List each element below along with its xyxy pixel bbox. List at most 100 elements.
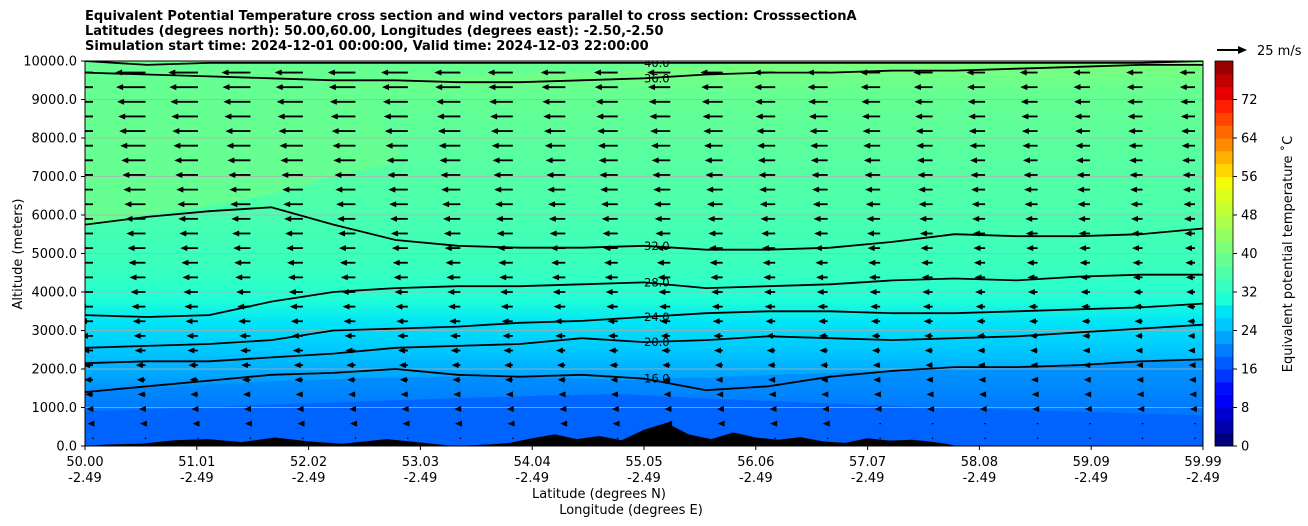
colorbar-tick-label: 16 <box>1241 363 1258 378</box>
wind-vector-head <box>604 274 612 281</box>
wind-vector-head <box>238 318 246 325</box>
x-axis-title-longitude: Longitude (degrees E) <box>559 503 703 518</box>
colorbar-segment <box>1215 253 1233 267</box>
wind-vector-head <box>135 362 143 369</box>
wind-vector-head <box>820 362 827 369</box>
wind-vector-head <box>68 157 75 163</box>
y-tick-label: 3000.0 <box>32 324 78 339</box>
colorbar-label: Equivalent potential temperature ˚C <box>1280 136 1296 372</box>
wind-vector-head <box>437 128 445 135</box>
wind-vector-head <box>863 142 871 149</box>
wind-vector-head <box>1078 230 1086 237</box>
contour-label: 36.0 <box>644 71 670 85</box>
wind-vector-head <box>1019 69 1027 76</box>
wind-vector-head <box>1189 406 1197 413</box>
wind-vector-head <box>234 259 242 266</box>
wind-vector-head <box>822 406 829 413</box>
wind-vector-head <box>439 157 447 164</box>
wind-vector-head <box>1077 201 1085 208</box>
wind-vector-head <box>276 98 284 105</box>
wind-vector-head <box>129 274 137 281</box>
wind-vector-head <box>449 332 457 339</box>
wind-vector-head <box>767 362 775 369</box>
colorbar: 0 8 16 24 32 40 48 56 64 72 <box>1214 60 1258 455</box>
wind-vector-head <box>124 201 132 208</box>
wind-vector-head <box>970 157 977 164</box>
wind-vector-head <box>654 215 662 222</box>
wind-vector-head <box>138 406 146 413</box>
colorbar-segment <box>1215 304 1233 319</box>
x-tick-label-lat: 53.03 <box>402 455 439 470</box>
wind-vector-head <box>559 406 567 413</box>
wind-vector-head <box>435 84 443 91</box>
wind-vector-head <box>496 230 504 237</box>
wind-vector-head <box>389 201 397 208</box>
wind-vector-head <box>490 113 498 120</box>
wind-vector-head <box>759 186 767 193</box>
wind-vector-head <box>337 215 345 222</box>
x-tick-label-lat: 50.00 <box>66 455 103 470</box>
wind-vector-head <box>701 84 709 91</box>
wind-vector-head <box>1136 376 1144 383</box>
wind-vector-head <box>766 347 774 354</box>
colorbar-segment <box>1215 317 1233 331</box>
wind-vector-head <box>975 303 983 310</box>
colorbar-segment <box>1215 202 1233 216</box>
wind-vector-head <box>552 274 559 281</box>
wind-vector-head <box>870 318 878 325</box>
wind-vector <box>1036 437 1039 440</box>
x-tick-label-lat: 57.07 <box>849 455 886 470</box>
wind-vector-head <box>1023 157 1030 164</box>
wind-vector-head <box>190 391 198 398</box>
wind-vector-head <box>70 187 77 193</box>
wind-vector-head <box>494 186 502 193</box>
wind-vector-head <box>499 274 507 281</box>
contour-label: 20.0 <box>644 335 670 349</box>
wind-vector-head <box>187 347 195 354</box>
wind-vector-head <box>664 406 672 413</box>
wind-vector-head <box>540 69 548 76</box>
wind-vector-head <box>600 186 608 193</box>
x-tick-label-lon: -2.49 <box>963 471 997 486</box>
wind-vector-head <box>1129 171 1137 178</box>
wind-vector-head <box>490 128 498 135</box>
wind-vector-head <box>229 186 237 193</box>
wind-vector-head <box>446 274 454 281</box>
wind-vector-head <box>221 69 229 76</box>
wind-vector-head <box>297 420 305 427</box>
wind-vector-head <box>815 259 823 266</box>
wind-vector-head <box>290 318 298 325</box>
wind-vector <box>931 437 934 440</box>
contour-label: 16.0 <box>644 372 670 386</box>
contour-line <box>85 64 1203 84</box>
wind-vector-head <box>864 171 872 178</box>
wind-vector-head <box>553 303 561 310</box>
wind-vector-head <box>447 289 455 295</box>
wind-vector-head <box>709 259 717 266</box>
wind-vector-head <box>390 215 397 222</box>
wind-vector-head <box>807 84 815 91</box>
wind-vector <box>249 437 252 440</box>
colorbar-segment <box>1215 279 1233 293</box>
wind-vector-head <box>175 171 183 178</box>
wind-vector <box>616 437 619 440</box>
wind-vector <box>879 422 881 425</box>
wind-vector-head <box>398 362 406 369</box>
wind-vector-head <box>813 215 821 222</box>
wind-vector-head <box>1073 69 1080 76</box>
title-line-3: Simulation start time: 2024-12-01 00:00:… <box>85 39 649 54</box>
wind-vector-head <box>596 113 604 120</box>
y-tick-label: 10000.0 <box>23 55 77 70</box>
y-axis: 0.0 1000.0 2000.0 3000.0 4000.0 5000.0 6000.0 7… <box>23 55 85 455</box>
wind-vector-head <box>244 420 252 427</box>
wind-vector-head <box>505 376 512 383</box>
wind-vector-head <box>453 391 461 398</box>
wind-vector-head <box>1026 245 1034 252</box>
x-tick-label-lon: -2.49 <box>292 471 326 486</box>
wind-vector-head <box>966 69 974 76</box>
wind-vector <box>1141 437 1144 440</box>
wind-vector-head <box>659 318 667 325</box>
wind-vector-head <box>648 98 656 105</box>
wind-vector-head <box>1031 376 1039 383</box>
